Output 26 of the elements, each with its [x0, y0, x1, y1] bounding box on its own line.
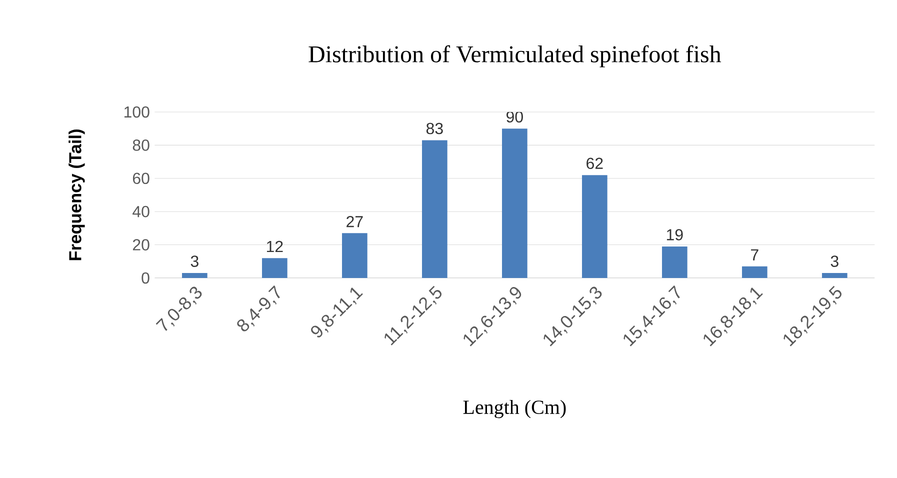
data-label: 3	[830, 256, 838, 267]
y-tick-label: 80	[132, 140, 150, 151]
x-axis-title: Length (Cm)	[463, 400, 566, 418]
data-label: 83	[426, 122, 443, 134]
y-tick-label: 0	[142, 272, 150, 284]
y-tick-label: 20	[132, 239, 150, 250]
bar	[822, 273, 848, 278]
chart-title: Distribution of Vermiculated spinefoot fish	[308, 45, 722, 68]
bar	[182, 273, 208, 278]
y-tick-label: 60	[132, 172, 150, 184]
y-tick-label: 40	[132, 206, 150, 218]
data-label: 27	[346, 216, 363, 228]
bar	[662, 246, 688, 278]
data-label: 19	[666, 229, 683, 240]
bar	[582, 175, 608, 278]
bar	[742, 266, 768, 278]
bar	[502, 128, 528, 278]
y-tick-label: 100	[124, 106, 150, 118]
y-axis-title: Frequency (Tail)	[68, 130, 85, 260]
bar	[422, 140, 448, 278]
data-label: 3	[190, 256, 198, 267]
data-label: 7	[751, 249, 758, 260]
bar	[342, 233, 368, 278]
data-label: 62	[586, 158, 603, 170]
data-label: 12	[266, 240, 283, 252]
bar	[262, 258, 288, 278]
